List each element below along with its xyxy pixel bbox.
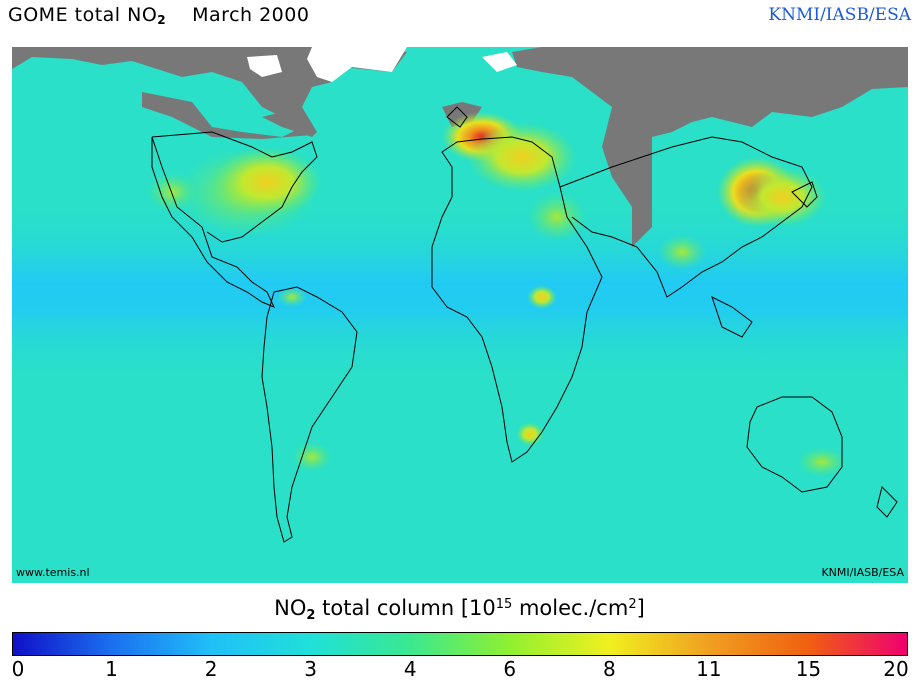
no2-map bbox=[12, 47, 908, 583]
colorbar-segment bbox=[13, 633, 113, 655]
watermark-left: www.temis.nl bbox=[16, 566, 90, 579]
cb-label-exp: 15 bbox=[495, 597, 513, 612]
cb-label-sub: 2 bbox=[306, 608, 316, 623]
indonesia-coast bbox=[711, 296, 753, 338]
coastlines bbox=[151, 106, 898, 543]
colorbar-ticks: 0 1 2 3 4 6 8 11 15 20 bbox=[11, 657, 909, 681]
australia-coast bbox=[746, 396, 843, 493]
colorbar-segment bbox=[807, 633, 907, 655]
south-america-coast bbox=[261, 286, 358, 543]
cb-label-units-exp: 2 bbox=[628, 597, 637, 612]
colorbar-title: NO2 total column [1015 molec./cm2] bbox=[0, 596, 919, 623]
credit-top: KNMI/IASB/ESA bbox=[768, 5, 911, 25]
japan-coast bbox=[791, 181, 818, 208]
asia-coast bbox=[559, 136, 813, 298]
uk-coast bbox=[446, 106, 468, 128]
cb-label-mid: total column [10 bbox=[315, 596, 496, 620]
title-prefix: GOME total NO bbox=[8, 4, 158, 26]
cb-label-prefix: NO bbox=[274, 596, 307, 620]
ice-regions bbox=[247, 47, 517, 82]
colorbar-tick-label: 3 bbox=[304, 657, 318, 681]
colorbar-tick-label: 6 bbox=[503, 657, 517, 681]
cb-label-units: molec./cm bbox=[512, 596, 629, 620]
title-sub: 2 bbox=[157, 13, 167, 27]
colorbar-segment bbox=[211, 633, 311, 655]
central-america-coast bbox=[151, 136, 275, 308]
colorbar-tick-label: 8 bbox=[602, 657, 616, 681]
title-month: March 2000 bbox=[192, 4, 310, 26]
colorbar-tick-label: 20 bbox=[883, 657, 909, 681]
colorbar-segment bbox=[112, 633, 212, 655]
colorbar-segment bbox=[310, 633, 411, 655]
colorbar-tick-label: 11 bbox=[696, 657, 722, 681]
colorbar-segment bbox=[509, 633, 609, 655]
north-america-coast bbox=[151, 131, 318, 243]
colorbar-segment bbox=[410, 633, 510, 655]
map-title: GOME total NO2 March 2000 bbox=[8, 4, 309, 27]
no2-hotspots bbox=[147, 112, 847, 477]
cb-label-end: ] bbox=[636, 596, 645, 620]
africa-europe-coast bbox=[431, 136, 603, 463]
map-panel: www.temis.nl KNMI/IASB/ESA bbox=[12, 47, 908, 583]
colorbar-tick-label: 4 bbox=[403, 657, 417, 681]
colorbar-segment bbox=[708, 633, 808, 655]
tropical-low-band bbox=[12, 197, 908, 387]
colorbar-tick-label: 2 bbox=[204, 657, 218, 681]
colorbar bbox=[12, 632, 908, 656]
watermark-right: KNMI/IASB/ESA bbox=[821, 566, 904, 579]
new-zealand-coast bbox=[876, 486, 898, 518]
colorbar-tick-label: 15 bbox=[795, 657, 822, 681]
colorbar-tick-label: 0 bbox=[11, 657, 25, 681]
colorbar-segment bbox=[608, 633, 709, 655]
colorbar-tick-label: 1 bbox=[105, 657, 118, 681]
